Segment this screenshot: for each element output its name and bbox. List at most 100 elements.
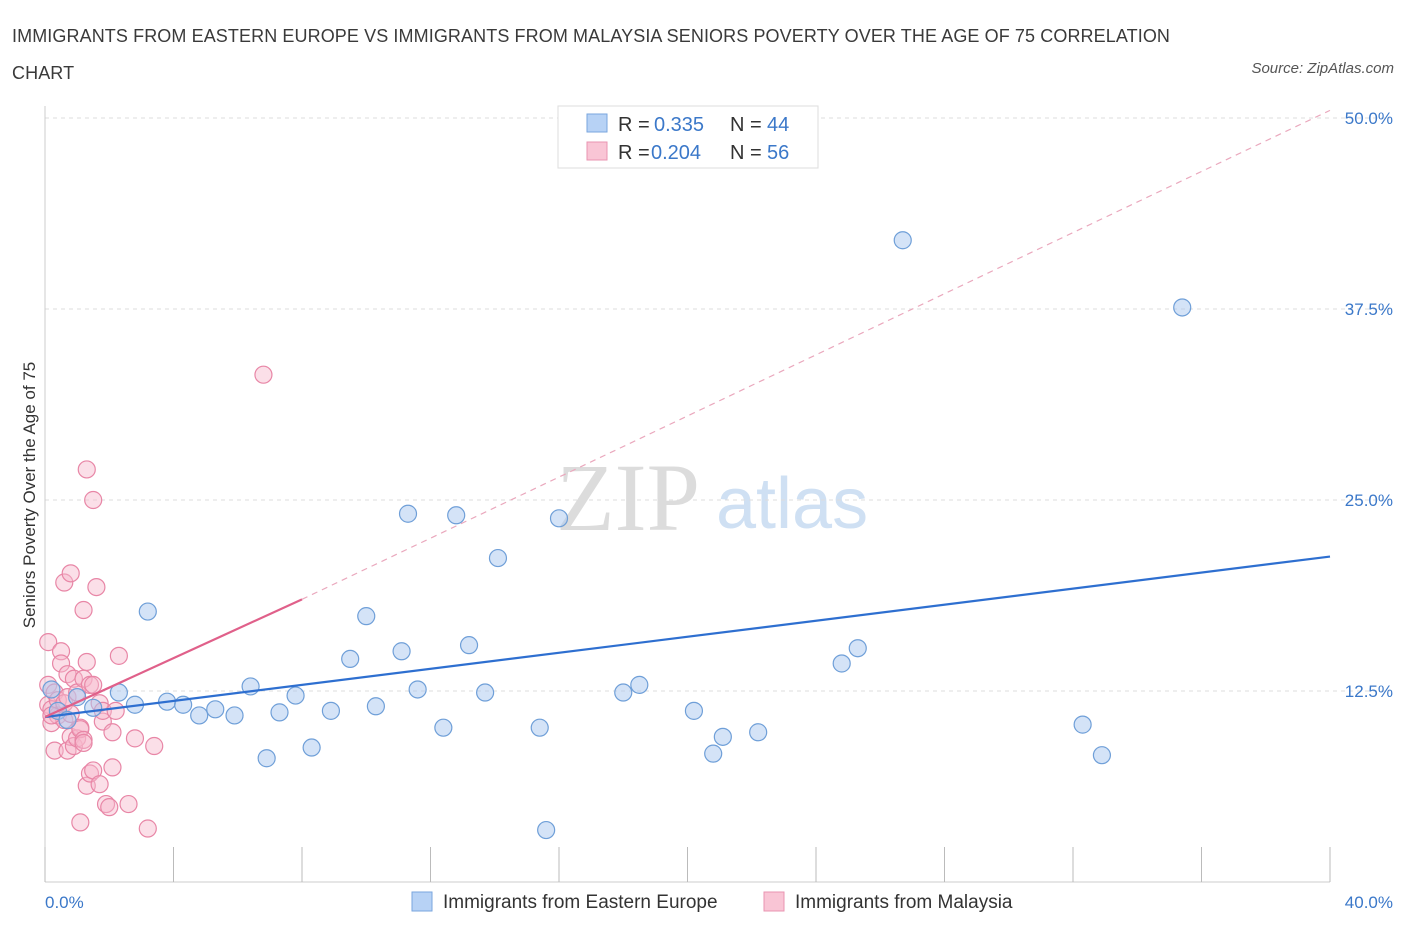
y-tick-label: 50.0%: [1345, 109, 1393, 128]
malaysia-trend-line: [44, 598, 303, 718]
eastern-europe-point: [476, 683, 495, 702]
eastern-europe-point: [392, 642, 411, 661]
malaysia-point: [77, 652, 96, 672]
eastern-europe-point: [84, 698, 103, 717]
bottom-legend-label-1: Immigrants from Malaysia: [795, 892, 1013, 913]
malaysia-point: [77, 460, 96, 479]
eastern-europe-point: [749, 723, 768, 742]
watermark-zip: ZIP: [556, 444, 700, 551]
malaysia-point: [109, 646, 128, 665]
eastern-europe-point: [713, 727, 732, 746]
eastern-europe-point: [434, 718, 453, 737]
legend-r-value-1: 0.204: [651, 142, 701, 164]
malaysia-trend-extension: [301, 109, 1331, 600]
malaysia-point: [103, 758, 122, 777]
bottom-legend-swatch-blue: [411, 891, 433, 912]
malaysia-point: [96, 794, 116, 814]
bottom-legend: Immigrants from Eastern Europe Immigrant…: [411, 891, 1013, 913]
malaysia-point: [51, 654, 71, 673]
legend-n-label-1: N =: [730, 142, 762, 164]
eastern-europe-point: [1073, 715, 1092, 734]
eastern-europe-point: [225, 706, 244, 725]
x-tick-label: 0.0%: [45, 893, 84, 912]
malaysia-point: [119, 794, 138, 814]
eastern-europe-point: [614, 683, 633, 702]
malaysia-point: [55, 573, 74, 592]
eastern-europe-point: [848, 639, 867, 658]
malaysia-point: [39, 633, 58, 652]
malaysia-point: [254, 365, 273, 384]
trend-lines: [301, 109, 1331, 600]
malaysia-point: [61, 564, 80, 583]
eastern-europe-point: [42, 680, 61, 699]
eastern-europe-point: [549, 509, 569, 528]
malaysia-point: [138, 819, 157, 838]
x-tick-labels: 0.0% 40.0%: [45, 893, 1393, 912]
legend-r-label-1: R =: [618, 142, 650, 164]
legend-r-label-0: R =: [618, 114, 650, 136]
y-tick-label: 25.0%: [1345, 491, 1393, 510]
malaysia-point: [84, 490, 103, 510]
eastern-europe-point: [286, 686, 305, 705]
eastern-europe-point: [893, 231, 912, 250]
eastern-europe-trend-line: [44, 555, 1331, 719]
legend-n-value-1: 56: [767, 142, 789, 164]
watermark-atlas: atlas: [716, 464, 868, 544]
eastern-europe-point: [408, 680, 427, 699]
eastern-europe-point: [1173, 298, 1192, 317]
malaysia-point: [100, 798, 119, 817]
eastern-europe-point: [341, 649, 360, 669]
malaysia-point: [90, 775, 109, 794]
eastern-europe-point: [366, 697, 385, 716]
x-tick-label: 40.0%: [1345, 893, 1393, 912]
malaysia-point: [64, 669, 84, 688]
malaysia-point: [84, 675, 103, 694]
eastern-europe-point: [190, 706, 209, 725]
malaysia-point: [87, 577, 106, 597]
eastern-europe-point: [138, 602, 157, 621]
eastern-europe-point: [270, 703, 289, 722]
chart-title: IMMIGRANTS FROM EASTERN EUROPE VS IMMIGR…: [12, 26, 1171, 83]
y-tick-label: 12.5%: [1345, 682, 1393, 701]
malaysia-point: [74, 733, 93, 753]
eastern-europe-point: [537, 820, 556, 840]
eastern-europe-point: [684, 701, 704, 720]
bottom-legend-swatch-pink: [763, 891, 785, 912]
malaysia-point: [71, 720, 90, 739]
eastern-europe-point: [630, 675, 649, 694]
malaysia-point: [125, 729, 145, 748]
eastern-europe-point: [704, 744, 723, 763]
eastern-europe-point: [206, 700, 225, 719]
eastern-europe-point: [302, 738, 321, 757]
source-label: Source: ZipAtlas.com: [1251, 60, 1394, 77]
malaysia-point: [71, 813, 90, 832]
legend-swatch-blue: [586, 113, 608, 133]
eastern-europe-point: [257, 749, 276, 768]
eastern-europe-point: [488, 548, 508, 568]
bottom-legend-label-0: Immigrants from Eastern Europe: [443, 892, 718, 913]
legend-n-value-0: 44: [767, 114, 789, 136]
legend-n-label-0: N =: [730, 114, 762, 136]
malaysia-point: [103, 723, 122, 742]
malaysia-point: [106, 701, 125, 720]
legend-swatch-pink: [586, 141, 608, 161]
malaysia-point: [74, 600, 93, 620]
eastern-europe-point: [530, 718, 549, 737]
y-tick-labels: 12.5% 25.0% 37.5% 50.0%: [1345, 109, 1393, 701]
eastern-europe-point: [357, 607, 376, 626]
eastern-europe-point: [832, 654, 851, 673]
eastern-europe-point: [459, 636, 479, 655]
legend: R = 0.335 N = 44 R = 0.204 N = 56: [557, 105, 819, 169]
eastern-europe-point: [398, 504, 418, 523]
malaysia-point: [45, 741, 64, 760]
malaysia-point: [145, 736, 164, 756]
eastern-europe-point: [1092, 746, 1112, 765]
legend-r-value-0: 0.335: [654, 114, 704, 136]
data-points: [39, 231, 1331, 840]
grid: [45, 117, 1390, 692]
eastern-europe-point: [447, 506, 466, 525]
axes: [44, 106, 1331, 883]
eastern-europe-point: [321, 701, 341, 720]
y-tick-label: 37.5%: [1345, 300, 1393, 319]
